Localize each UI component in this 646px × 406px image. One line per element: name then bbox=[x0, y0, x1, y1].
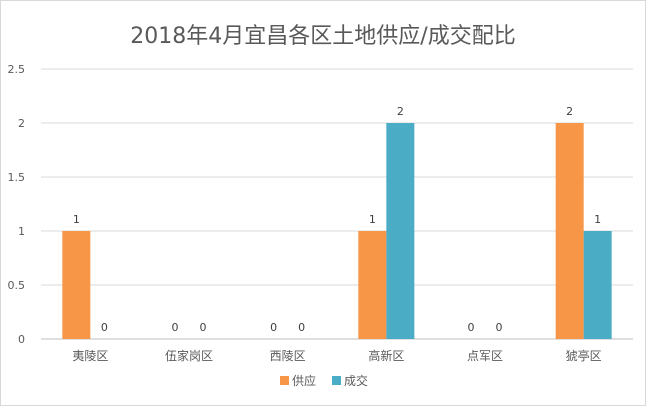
x-tick-label: 伍家岗区 bbox=[165, 348, 213, 363]
x-tick-label: 高新区 bbox=[368, 348, 404, 363]
x-tick-label: 点军区 bbox=[467, 349, 503, 363]
bar-supply bbox=[358, 231, 387, 339]
data-label: 0 bbox=[468, 321, 475, 334]
x-axis-ticks: 夷陵区 伍家岗区 西陵区 高新区 点军区 猇亭区 bbox=[72, 348, 601, 363]
legend-swatch bbox=[280, 376, 289, 385]
y-axis-ticks: 0 0.5 1 1.5 2 2.5 bbox=[8, 63, 26, 346]
y-tick-label: 1 bbox=[18, 225, 25, 238]
data-label: 0 bbox=[298, 321, 305, 334]
legend: 供应 成交 bbox=[280, 373, 368, 388]
data-label: 2 bbox=[397, 105, 404, 118]
legend-swatch bbox=[332, 376, 341, 385]
y-tick-label: 0.5 bbox=[8, 279, 26, 292]
data-labels: 1 0 0 0 0 0 1 2 0 0 2 1 bbox=[73, 105, 601, 334]
data-label: 1 bbox=[73, 213, 80, 226]
data-label: 0 bbox=[101, 321, 108, 334]
bars bbox=[62, 123, 612, 339]
chart-title: 2018年4月宜昌各区土地供应/成交配比 bbox=[130, 24, 515, 49]
bar-deal bbox=[386, 123, 415, 339]
x-tick-label: 猇亭区 bbox=[566, 348, 602, 363]
gridlines bbox=[41, 68, 633, 340]
bar-supply bbox=[62, 231, 91, 339]
data-label: 0 bbox=[496, 321, 503, 334]
legend-label: 成交 bbox=[344, 373, 368, 388]
y-tick-label: 0 bbox=[18, 333, 25, 346]
bar-supply bbox=[555, 123, 584, 339]
legend-label: 供应 bbox=[292, 373, 316, 388]
x-tick-label: 西陵区 bbox=[270, 349, 306, 363]
y-tick-label: 1.5 bbox=[8, 171, 26, 184]
x-tick-label: 夷陵区 bbox=[72, 348, 108, 363]
data-label: 0 bbox=[200, 321, 207, 334]
data-label: 1 bbox=[594, 213, 601, 226]
y-tick-label: 2.5 bbox=[8, 63, 26, 76]
data-label: 0 bbox=[270, 321, 277, 334]
bar-deal bbox=[583, 231, 612, 339]
y-tick-label: 2 bbox=[18, 117, 25, 130]
data-label: 2 bbox=[566, 105, 573, 118]
data-label: 1 bbox=[369, 213, 376, 226]
data-label: 0 bbox=[172, 321, 179, 334]
